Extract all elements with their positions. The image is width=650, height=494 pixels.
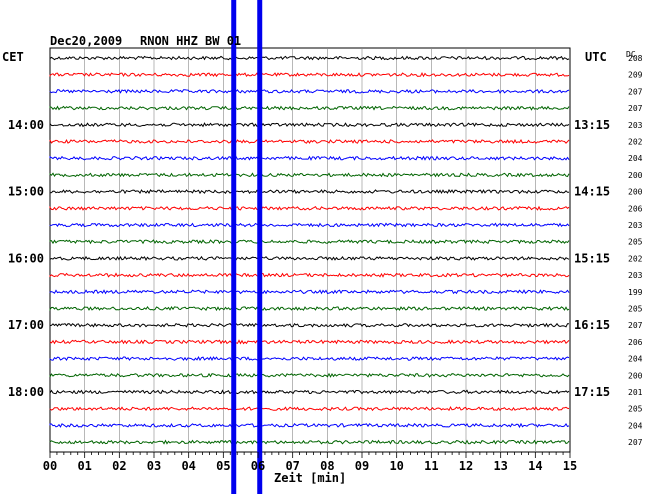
dc-value: 203 — [628, 271, 643, 280]
trace-line — [49, 89, 570, 94]
dc-value: 205 — [628, 238, 643, 247]
dc-value: 207 — [628, 321, 643, 330]
trace-line — [49, 322, 569, 328]
chart-date: Dec20,2009 — [50, 34, 122, 48]
dc-value: 203 — [628, 121, 643, 130]
dc-header-label: DC — [626, 50, 636, 59]
x-tick-label: 12 — [459, 459, 473, 473]
time-label-utc: 17:15 — [574, 385, 610, 399]
x-tick-label: 10 — [389, 459, 403, 473]
plot-frame — [49, 47, 571, 453]
trace-line — [49, 272, 570, 278]
x-tick-label: 09 — [355, 459, 369, 473]
x-tick-label: 13 — [493, 459, 507, 473]
trace-line — [49, 205, 570, 211]
dc-value: 207 — [628, 104, 643, 113]
trace-line — [49, 138, 570, 144]
dc-value: 205 — [628, 405, 643, 414]
x-tick-label: 03 — [147, 459, 161, 473]
trace-line — [49, 306, 570, 312]
x-tick-label: 01 — [77, 459, 91, 473]
event-markers — [231, 0, 263, 494]
grid-lines — [49, 47, 571, 453]
x-tick-label: 07 — [285, 459, 299, 473]
time-label-utc: 13:15 — [574, 118, 610, 132]
dc-value: 204 — [628, 154, 643, 163]
time-label-utc: 16:15 — [574, 318, 610, 332]
time-label-cet: 14:00 — [8, 118, 44, 132]
dc-value: 205 — [628, 305, 643, 314]
trace-line — [49, 422, 570, 429]
time-label-cet: 18:00 — [8, 385, 44, 399]
dc-value: 200 — [628, 171, 643, 180]
time-label-utc: 14:15 — [574, 185, 610, 199]
trace-line — [49, 222, 570, 228]
dc-value: 201 — [628, 388, 643, 397]
dc-value: 203 — [628, 221, 643, 230]
trace-line — [49, 389, 570, 395]
trace-line — [49, 255, 570, 261]
trace-line — [49, 122, 570, 128]
x-tick-label: 06 — [251, 459, 265, 473]
right-zone-label: UTC — [585, 50, 607, 64]
trace-line — [49, 55, 570, 61]
x-tick-label: 00 — [43, 459, 57, 473]
trace-line — [49, 189, 569, 195]
trace-line — [49, 439, 570, 445]
trace-line — [49, 289, 570, 295]
dc-value: 199 — [628, 288, 643, 297]
dc-value: 206 — [628, 338, 643, 347]
time-label-cet: 16:00 — [8, 251, 44, 265]
trace-line — [49, 339, 570, 345]
trace-line — [49, 406, 570, 412]
trace-line — [49, 356, 570, 362]
trace-line — [49, 71, 570, 78]
x-axis: 00 01 02 03 04 05 06 07 08 09 10 11 12 13 14 15 — [43, 452, 577, 473]
dc-value: 204 — [628, 355, 643, 364]
dc-value: 202 — [628, 254, 643, 263]
x-tick-label: 08 — [320, 459, 334, 473]
left-zone-label: CET — [2, 50, 24, 64]
trace-line — [49, 372, 570, 378]
trace-line — [49, 155, 570, 161]
trace-group: 208 209 207 207 203 202 204 200 200 206 203 205 202 2… — [49, 54, 643, 447]
trace-line — [49, 239, 570, 245]
time-label-utc: 15:15 — [574, 251, 610, 265]
time-label-cet: 17:00 — [8, 318, 44, 332]
dc-value: 209 — [628, 71, 643, 80]
x-tick-label: 02 — [112, 459, 126, 473]
dc-value: 208 — [628, 54, 643, 63]
x-tick-label: 05 — [216, 459, 230, 473]
dc-value: 207 — [628, 87, 643, 96]
trace-line — [49, 172, 570, 178]
dc-value: 202 — [628, 138, 643, 147]
chart-station: RNON HHZ BW 01 — [140, 34, 241, 48]
dc-value: 200 — [628, 371, 643, 380]
dc-value: 204 — [628, 421, 643, 430]
x-tick-label: 15 — [563, 459, 577, 473]
x-axis-title: Zeit [min] — [274, 471, 346, 485]
x-tick-label: 11 — [424, 459, 438, 473]
time-label-cet: 15:00 — [8, 185, 44, 199]
time-labels: 14:00 15:00 16:00 17:00 18:00 13:15 14:15 15:15… — [8, 118, 610, 399]
trace-line — [49, 105, 570, 111]
dc-value: 207 — [628, 438, 643, 447]
dc-value: 200 — [628, 188, 643, 197]
x-tick-label: 04 — [181, 459, 195, 473]
x-tick-label: 14 — [528, 459, 542, 473]
dc-value: 206 — [628, 204, 643, 213]
